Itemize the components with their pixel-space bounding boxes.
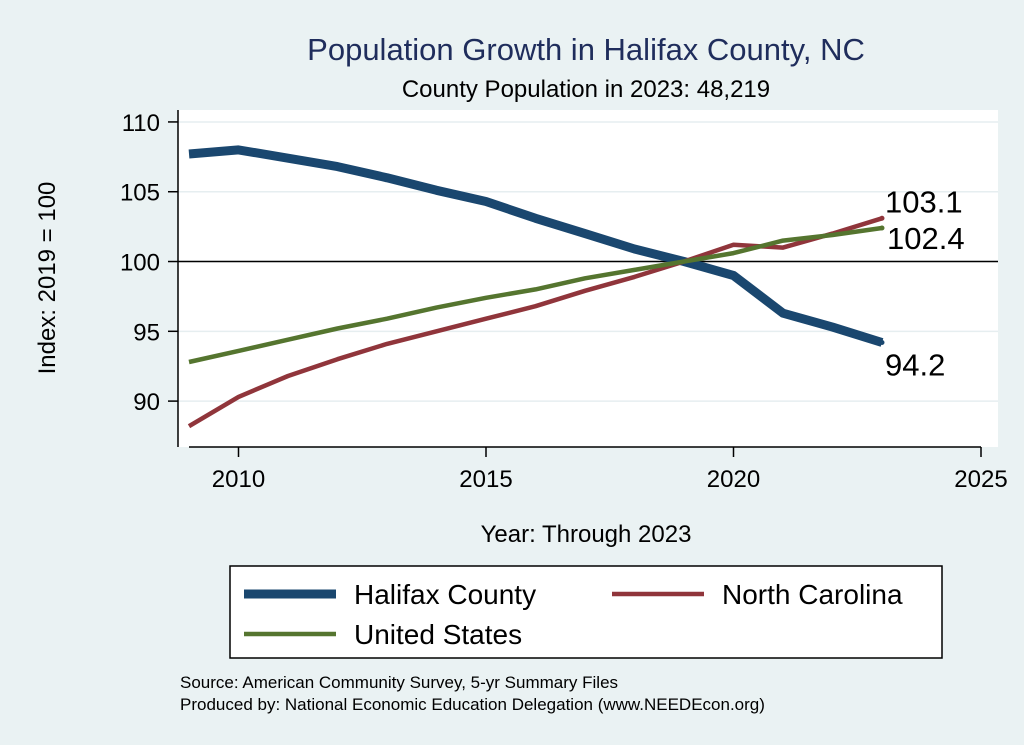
y-tick-label: 95 — [133, 319, 160, 346]
series-endpoint — [879, 215, 885, 221]
source-line: Source: American Community Survey, 5-yr … — [180, 673, 618, 692]
end-label: 94.2 — [885, 347, 945, 382]
x-tick-label: 2020 — [707, 466, 760, 493]
legend-label: North Carolina — [722, 579, 903, 610]
axes — [168, 110, 998, 457]
series-line-halifax-county — [188, 145, 884, 347]
x-tick-label: 2010 — [212, 466, 265, 493]
legend-box — [229, 565, 943, 659]
end-label: 103.1 — [885, 184, 963, 219]
y-tick-label: 90 — [133, 389, 160, 416]
series-lines — [187, 145, 885, 429]
legend-label: Halifax County — [354, 579, 536, 610]
x-tick-label: 2025 — [954, 466, 1007, 493]
legend-label: United States — [354, 619, 522, 650]
end-label: 102.4 — [887, 221, 965, 256]
series-endpoint — [879, 225, 885, 231]
x-axis-label: Year: Through 2023 — [481, 521, 692, 548]
y-tick-label: 110 — [122, 110, 160, 137]
series-endpoint — [879, 339, 885, 345]
tick-labels: 90 95 100 105 110 2010 2015 2020 2025 — [120, 110, 1008, 493]
chart-title: Population Growth in Halifax County, NC — [307, 32, 865, 67]
series-line-united-states — [188, 225, 883, 365]
y-tick-label: 100 — [120, 250, 160, 277]
producer-line: Produced by: National Economic Education… — [180, 695, 765, 714]
chart-subtitle: County Population in 2023: 48,219 — [402, 76, 770, 103]
legend: Halifax County North Carolina United State… — [244, 579, 903, 650]
y-tick-label: 105 — [120, 180, 160, 207]
x-tick-label: 2015 — [459, 466, 512, 493]
y-axis-label: Index: 2019 = 100 — [34, 182, 61, 375]
